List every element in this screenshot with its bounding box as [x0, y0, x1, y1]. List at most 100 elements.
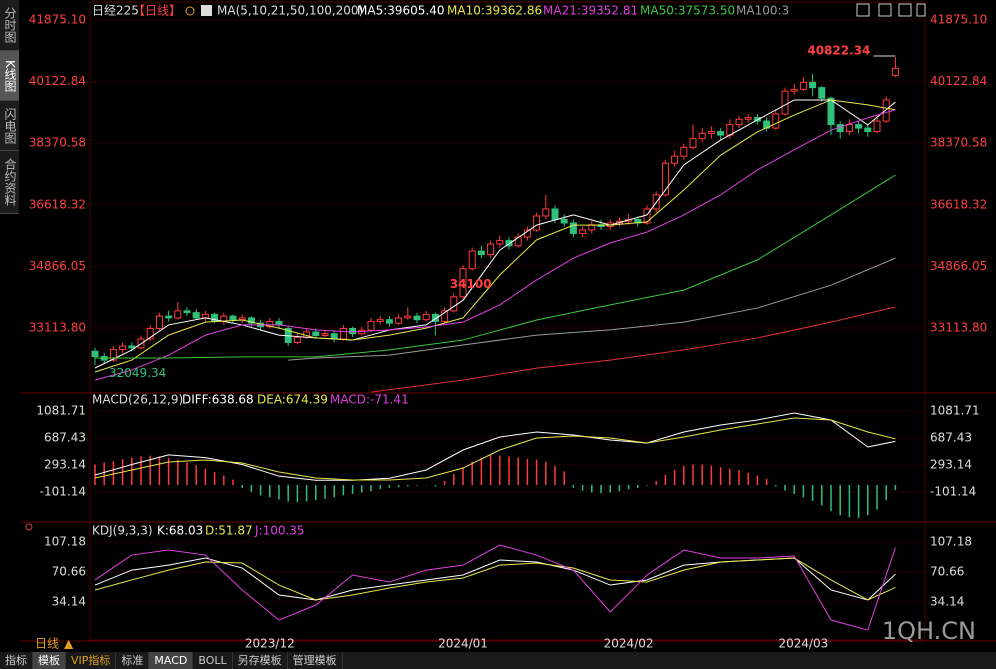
candle-body [496, 240, 504, 245]
side-tab[interactable]: 分时图 [0, 0, 19, 51]
tab[interactable]: BOLL [193, 652, 233, 669]
indicator-line [288, 257, 896, 361]
candle-body [468, 250, 476, 270]
candle-body [450, 296, 458, 312]
tab[interactable]: 管理模板 [288, 652, 343, 669]
legend-entry: D:51.87 [205, 524, 253, 538]
candle-body [293, 336, 301, 344]
window-button[interactable] [898, 3, 912, 17]
candle-body [505, 240, 513, 247]
candle-body [109, 349, 117, 361]
candle-body [201, 313, 209, 319]
candle-body [579, 229, 587, 235]
high-annotation: 40822.34 [807, 43, 870, 57]
y-tick-label: 34.14 [52, 595, 86, 609]
window-button[interactable] [916, 3, 926, 17]
y-tick-label: 293.14 [930, 457, 972, 471]
y-tick-label: 70.66 [930, 565, 964, 579]
indicator-label: KDJ(9,3,3) [92, 524, 153, 538]
candle-body [845, 124, 853, 133]
candle-body [146, 327, 154, 340]
y-tick-label: 33113.80 [29, 320, 86, 334]
side-tab[interactable]: 闪电图 [0, 101, 19, 151]
indicator-line [370, 306, 896, 393]
plot-border [89, 1, 926, 641]
tab[interactable]: 模板 [33, 652, 66, 669]
period-arrow[interactable]: ▲ [64, 637, 74, 651]
candle-body [855, 124, 863, 129]
x-tick-label: 2023/12 [245, 637, 295, 651]
tab[interactable]: VIP指标 [66, 652, 117, 669]
y-tick-label: 70.66 [52, 565, 86, 579]
candle-body [551, 208, 559, 220]
tab[interactable]: MACD [149, 652, 194, 669]
candle-body [882, 99, 890, 122]
y-tick-label: -101.14 [40, 484, 86, 498]
candle-body [827, 97, 835, 126]
candle-body [560, 218, 568, 224]
window-button[interactable] [878, 3, 892, 17]
candle-body [330, 333, 338, 340]
candle-body [312, 331, 320, 336]
candle-body [873, 120, 881, 133]
candle-body [661, 162, 669, 196]
legend-entry: K:68.03 [157, 524, 203, 538]
candle-body [790, 88, 798, 92]
x-tick-label: 2024/02 [604, 637, 654, 651]
y-tick-label: 293.14 [44, 457, 86, 471]
candle-body [459, 268, 467, 298]
indicator-label: MACD(26,12,9) [92, 393, 183, 407]
candle-body [128, 345, 136, 349]
period-label[interactable]: 【日线】 [133, 4, 181, 18]
tab[interactable]: 另存模板 [233, 652, 288, 669]
period-button[interactable]: 日线 [35, 637, 59, 651]
candle-body [431, 313, 439, 322]
candle-body [395, 317, 403, 324]
indicator-line [94, 412, 896, 481]
y-tick-label: 1081.71 [36, 403, 86, 417]
candle-body [165, 315, 173, 319]
y-tick-label: 38370.58 [930, 136, 987, 150]
y-tick-label: 40122.84 [29, 74, 86, 88]
y-tick-label: 41875.10 [29, 12, 86, 26]
candle-body [689, 138, 697, 148]
y-tick-label: 1081.71 [930, 403, 980, 417]
candle-body [487, 243, 495, 256]
candle-body [717, 131, 725, 136]
tab[interactable]: 指标 [0, 652, 33, 669]
y-tick-label: 687.43 [44, 430, 86, 444]
candle-body [772, 113, 780, 129]
indicator-line [94, 417, 896, 481]
chart: 日经225 【日线】 MA(5,10,21,50,100,200) MACD(2… [20, 1, 996, 651]
window-button[interactable] [856, 3, 870, 17]
candle-body [680, 146, 688, 157]
candle-body [321, 333, 329, 336]
candle-body [744, 117, 752, 120]
side-tab[interactable]: K线图 [0, 51, 19, 101]
indicator-label: MA(5,10,21,50,100,200) [217, 4, 363, 18]
candle-body [422, 313, 430, 321]
y-tick-label: 34.14 [930, 595, 964, 609]
candle-body [413, 315, 421, 321]
indicator-line [94, 544, 896, 631]
tab[interactable]: 标准 [116, 652, 150, 669]
legend-entry: DIFF:638.68 [182, 393, 254, 407]
indicator-line [94, 99, 896, 373]
candle-body [818, 87, 826, 99]
indicator-line [94, 99, 896, 369]
x-tick-label: 2024/03 [778, 637, 828, 651]
indicator-icon[interactable] [25, 523, 33, 531]
candle-body [192, 312, 200, 319]
side-tab[interactable]: 合约资料 [0, 151, 19, 214]
candle-body [266, 320, 274, 328]
candle-body [275, 320, 283, 326]
y-tick-label: 107.18 [930, 535, 972, 549]
candle-body [864, 127, 872, 133]
candle-body [183, 310, 191, 314]
add-icon[interactable] [185, 6, 195, 16]
y-tick-label: 40122.84 [930, 74, 987, 88]
candle-body [514, 236, 522, 247]
settings-icon[interactable] [201, 5, 212, 16]
candle-body [376, 319, 384, 322]
candle-body [229, 315, 237, 321]
